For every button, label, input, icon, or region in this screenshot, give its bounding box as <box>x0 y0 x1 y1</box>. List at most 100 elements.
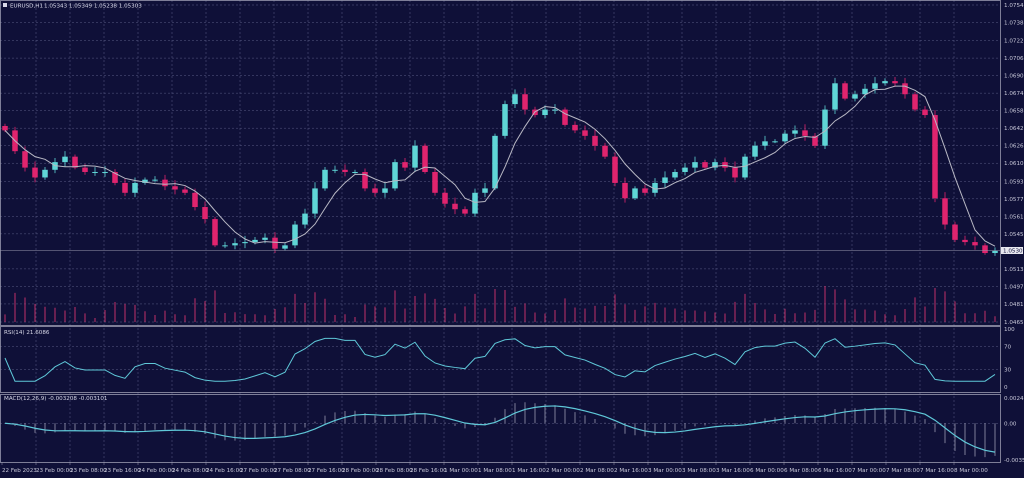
candle-body <box>992 250 998 254</box>
candle-body <box>402 162 408 168</box>
time-tick-label: 2 Mar 00:00 <box>546 468 580 474</box>
price-tick-label: 1.07385 <box>1004 21 1024 27</box>
macd-tick-label: -0.003579 <box>1004 458 1024 464</box>
time-tick-label: 23 Feb 08:00 <box>70 468 107 474</box>
volume-bars <box>4 286 996 322</box>
rsi-tick-label: 0 <box>1004 385 1008 391</box>
time-tick-label: 7 Mar 00:00 <box>852 468 886 474</box>
rsi-tick-label: 30 <box>1004 368 1012 374</box>
price-tick-label: 1.07060 <box>1004 56 1024 62</box>
candle-body <box>162 179 168 187</box>
candle-body <box>322 169 328 189</box>
candle-body <box>682 167 688 172</box>
candle-body <box>352 171 358 173</box>
price-tick-label: 1.06260 <box>1004 144 1024 150</box>
candle-body <box>932 115 938 199</box>
candle-body <box>522 94 528 110</box>
candle-body <box>772 141 778 143</box>
candle-body <box>62 156 68 163</box>
candle-body <box>692 162 698 168</box>
rsi-label: RSI(14) 21.6086 <box>4 330 50 336</box>
candle-body <box>482 188 488 193</box>
candle-body <box>972 242 978 246</box>
panel-frame <box>0 326 1001 393</box>
time-tick-label: 1 Mar 08:00 <box>478 468 512 474</box>
candle-body <box>752 145 758 157</box>
price-tick-label: 1.06900 <box>1004 74 1024 80</box>
time-tick-label: 2 Mar 08:00 <box>580 468 614 474</box>
candle-body <box>802 130 808 136</box>
panel-frame <box>0 394 1001 463</box>
time-tick-label: 7 Mar 08:00 <box>886 468 920 474</box>
candle-body <box>272 237 278 249</box>
candle-body <box>102 171 108 173</box>
candle-body <box>922 109 928 116</box>
candle-body <box>582 130 588 136</box>
price-tick-label: 1.05615 <box>1004 214 1024 220</box>
candle-body <box>432 171 438 193</box>
chart-menu-icon[interactable] <box>3 3 7 7</box>
candle-body <box>232 243 238 246</box>
candle-body <box>42 169 48 178</box>
candle-body <box>222 245 228 247</box>
time-tick-label: 27 Feb 00:00 <box>240 468 277 474</box>
time-tick-label: 22 Feb 2023 <box>2 468 37 474</box>
candle-body <box>732 167 738 178</box>
time-tick-label: 28 Feb 08:00 <box>376 468 413 474</box>
candle-body <box>982 245 988 254</box>
price-tick-label: 1.04975 <box>1004 284 1024 290</box>
candle-body <box>602 145 608 157</box>
macd-tick-label: 0.00 <box>1004 421 1017 427</box>
price-tick-label: 1.06580 <box>1004 109 1024 115</box>
time-tick-label: 7 Mar 16:00 <box>920 468 954 474</box>
time-tick-label: 23 Feb 16:00 <box>104 468 141 474</box>
rsi-line <box>4 337 996 382</box>
price-tick-label: 1.04815 <box>1004 302 1024 308</box>
candle-body <box>252 239 258 243</box>
price-tick-label: 1.06100 <box>1004 161 1024 167</box>
candle-body <box>362 171 368 189</box>
candle-body <box>472 192 478 214</box>
panel-frames <box>0 0 1001 463</box>
candle-body <box>882 81 888 84</box>
current-price-label: 1.05303 <box>1003 248 1024 254</box>
current-price-badge <box>1001 246 1023 254</box>
candle-body <box>622 182 628 199</box>
time-tick-label: 6 Mar 00:00 <box>750 468 784 474</box>
symbol-label: EURUSD,H1 <box>10 4 43 10</box>
candle-body <box>562 109 568 125</box>
price-tick-label: 1.06740 <box>1004 91 1024 97</box>
candle-body <box>442 192 448 204</box>
candle-body <box>152 179 158 181</box>
candle-body <box>822 109 828 146</box>
candle-body <box>892 81 898 84</box>
candle-body <box>412 145 418 168</box>
macd-panel <box>4 402 996 458</box>
price-tick-label: 1.06420 <box>1004 126 1024 132</box>
candle-body <box>662 177 668 183</box>
time-tick-label: 23 Feb 00:00 <box>36 468 73 474</box>
candle-body <box>512 94 518 105</box>
price-tick-label: 1.05455 <box>1004 232 1024 238</box>
candle-body <box>282 245 288 249</box>
time-tick-label: 6 Mar 08:00 <box>784 468 818 474</box>
time-tick-label: 1 Mar 00:00 <box>444 468 478 474</box>
moving-average-line <box>4 85 996 247</box>
candle-body <box>392 162 398 189</box>
price-tick-label: 1.07220 <box>1004 39 1024 45</box>
candle-body <box>292 224 298 246</box>
candle-body <box>912 94 918 110</box>
macd-label: MACD(12,26,9) -0.003208 -0.003101 <box>4 396 108 402</box>
candle-body <box>902 83 908 95</box>
time-tick-label: 3 Mar 16:00 <box>716 468 750 474</box>
time-tick-label: 2 Mar 16:00 <box>614 468 648 474</box>
candle-body <box>142 179 148 183</box>
price-tick-label: 1.05135 <box>1004 267 1024 273</box>
candle-body <box>592 135 598 146</box>
ohlc-label: 1.05343 1.05349 1.05238 1.05303 <box>44 4 142 10</box>
candle-body <box>952 224 958 240</box>
candle-body <box>262 237 268 240</box>
candle-body <box>122 182 128 193</box>
